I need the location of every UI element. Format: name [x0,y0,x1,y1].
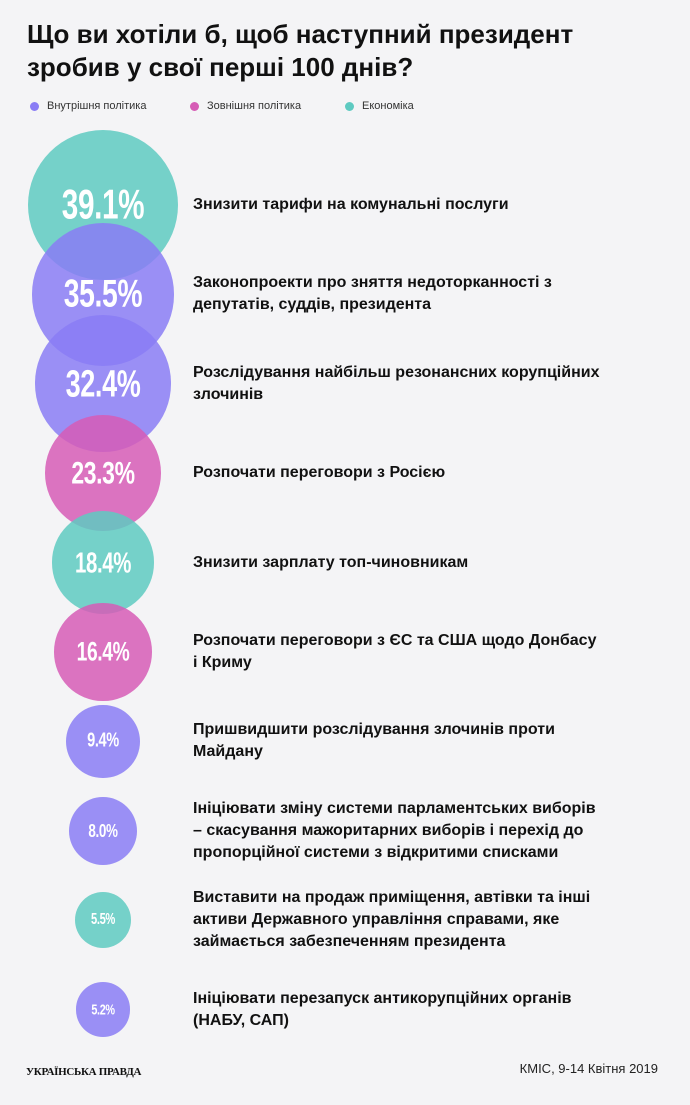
category-label: Розпочати переговори з ЄС та США щодо До… [193,632,597,671]
legend-item: Внутрішня політика [30,100,146,112]
bubble [54,603,152,701]
bubble [69,796,137,865]
value-label: 5.2% [91,1001,115,1019]
legend-item: Економіка [345,100,414,112]
legend-label: Внутрішня політика [47,100,147,112]
category-label: Ініціювати зміну системи парламентських … [193,799,596,861]
value-label: 9.4% [87,729,119,752]
value-label: 18.4% [75,546,131,579]
value-label: 23.3% [71,454,135,491]
value-label: 8.0% [88,819,118,841]
bubble [74,892,132,949]
legend-swatch [190,101,199,111]
value-label: 35.5% [63,271,143,316]
category-label: Ініціювати перезапуск антикорупційних ор… [193,989,572,1029]
chart-title: Що ви хотіли б, щоб наступний президент … [27,19,574,82]
legend-item: Зовнішня політика [190,100,301,112]
legend-swatch [345,101,354,111]
bubble [66,704,140,779]
bubble [51,511,155,615]
publisher: УКРАЇНСЬКА ПРАВДА [26,1066,142,1078]
legend-label: Зовнішня політика [207,100,302,112]
category-label: Знизити зарплату топ-чиновникам [193,553,469,571]
category-label: Розпочати переговори з Росією [193,464,446,482]
category-label: Пришвидшити розслідування злочинів проти… [193,721,555,761]
category-label: Розслідування найбільш резонансних коруп… [193,363,600,403]
value-label: 16.4% [76,636,130,667]
value-label: 5.5% [91,911,115,929]
value-label: 39.1% [61,181,145,228]
value-label: 32.4% [65,362,141,405]
category-label: Законопроекти про зняття недоторканності… [193,274,552,314]
legend-label: Економіка [362,100,414,112]
legend-swatch [30,101,39,111]
category-label: Знизити тарифи на комунальні послуги [193,196,509,213]
source: КМІС, 9-14 Квітня 2019 [519,1061,658,1076]
bubble [75,982,131,1037]
category-label: Виставити на продаж приміщення, автівки … [193,889,591,951]
